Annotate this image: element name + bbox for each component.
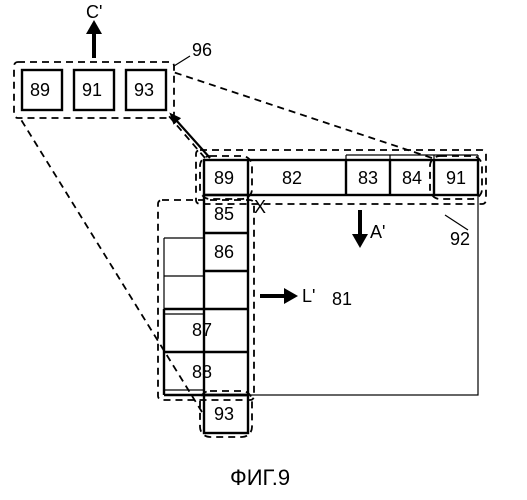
group-92-label: 92 — [450, 229, 470, 249]
g96-cell-93: 93 — [134, 80, 154, 100]
cell-86-label: 86 — [214, 242, 234, 262]
arrow-a-label: A' — [370, 222, 385, 242]
figure-9-diagram: 89 82 83 84 91 92 85 86 87 88 93 X 81 — [0, 0, 527, 500]
cell-85-label: 85 — [214, 204, 234, 224]
g96-cell-91: 91 — [82, 80, 102, 100]
arrow-l: L' — [260, 286, 315, 306]
cell-89-label: 89 — [214, 168, 234, 188]
group-96-label: 96 — [192, 40, 212, 60]
corner-x-mark: X — [254, 197, 266, 217]
arrow-l-label: L' — [302, 286, 315, 306]
cell-83-label: 83 — [358, 168, 378, 188]
arrow-c-label: C' — [86, 2, 102, 22]
top-strip: 89 82 83 84 91 — [204, 160, 478, 195]
cell-91-label: 91 — [446, 168, 466, 188]
cell-82-label: 82 — [282, 168, 302, 188]
left-strip: 85 86 87 88 — [164, 195, 248, 395]
cell-88-label: 88 — [192, 362, 212, 382]
figure-label: ФИГ.9 — [230, 465, 290, 490]
cell-87-label: 87 — [192, 320, 212, 340]
group-96: 89 91 93 — [14, 62, 174, 118]
arrow-c: C' — [86, 2, 102, 58]
g96-cell-89: 89 — [30, 80, 50, 100]
arrow-a: A' — [352, 210, 385, 248]
cell-93-label: 93 — [214, 404, 234, 424]
cell-84-label: 84 — [402, 168, 422, 188]
block-81-label: 81 — [332, 289, 352, 309]
